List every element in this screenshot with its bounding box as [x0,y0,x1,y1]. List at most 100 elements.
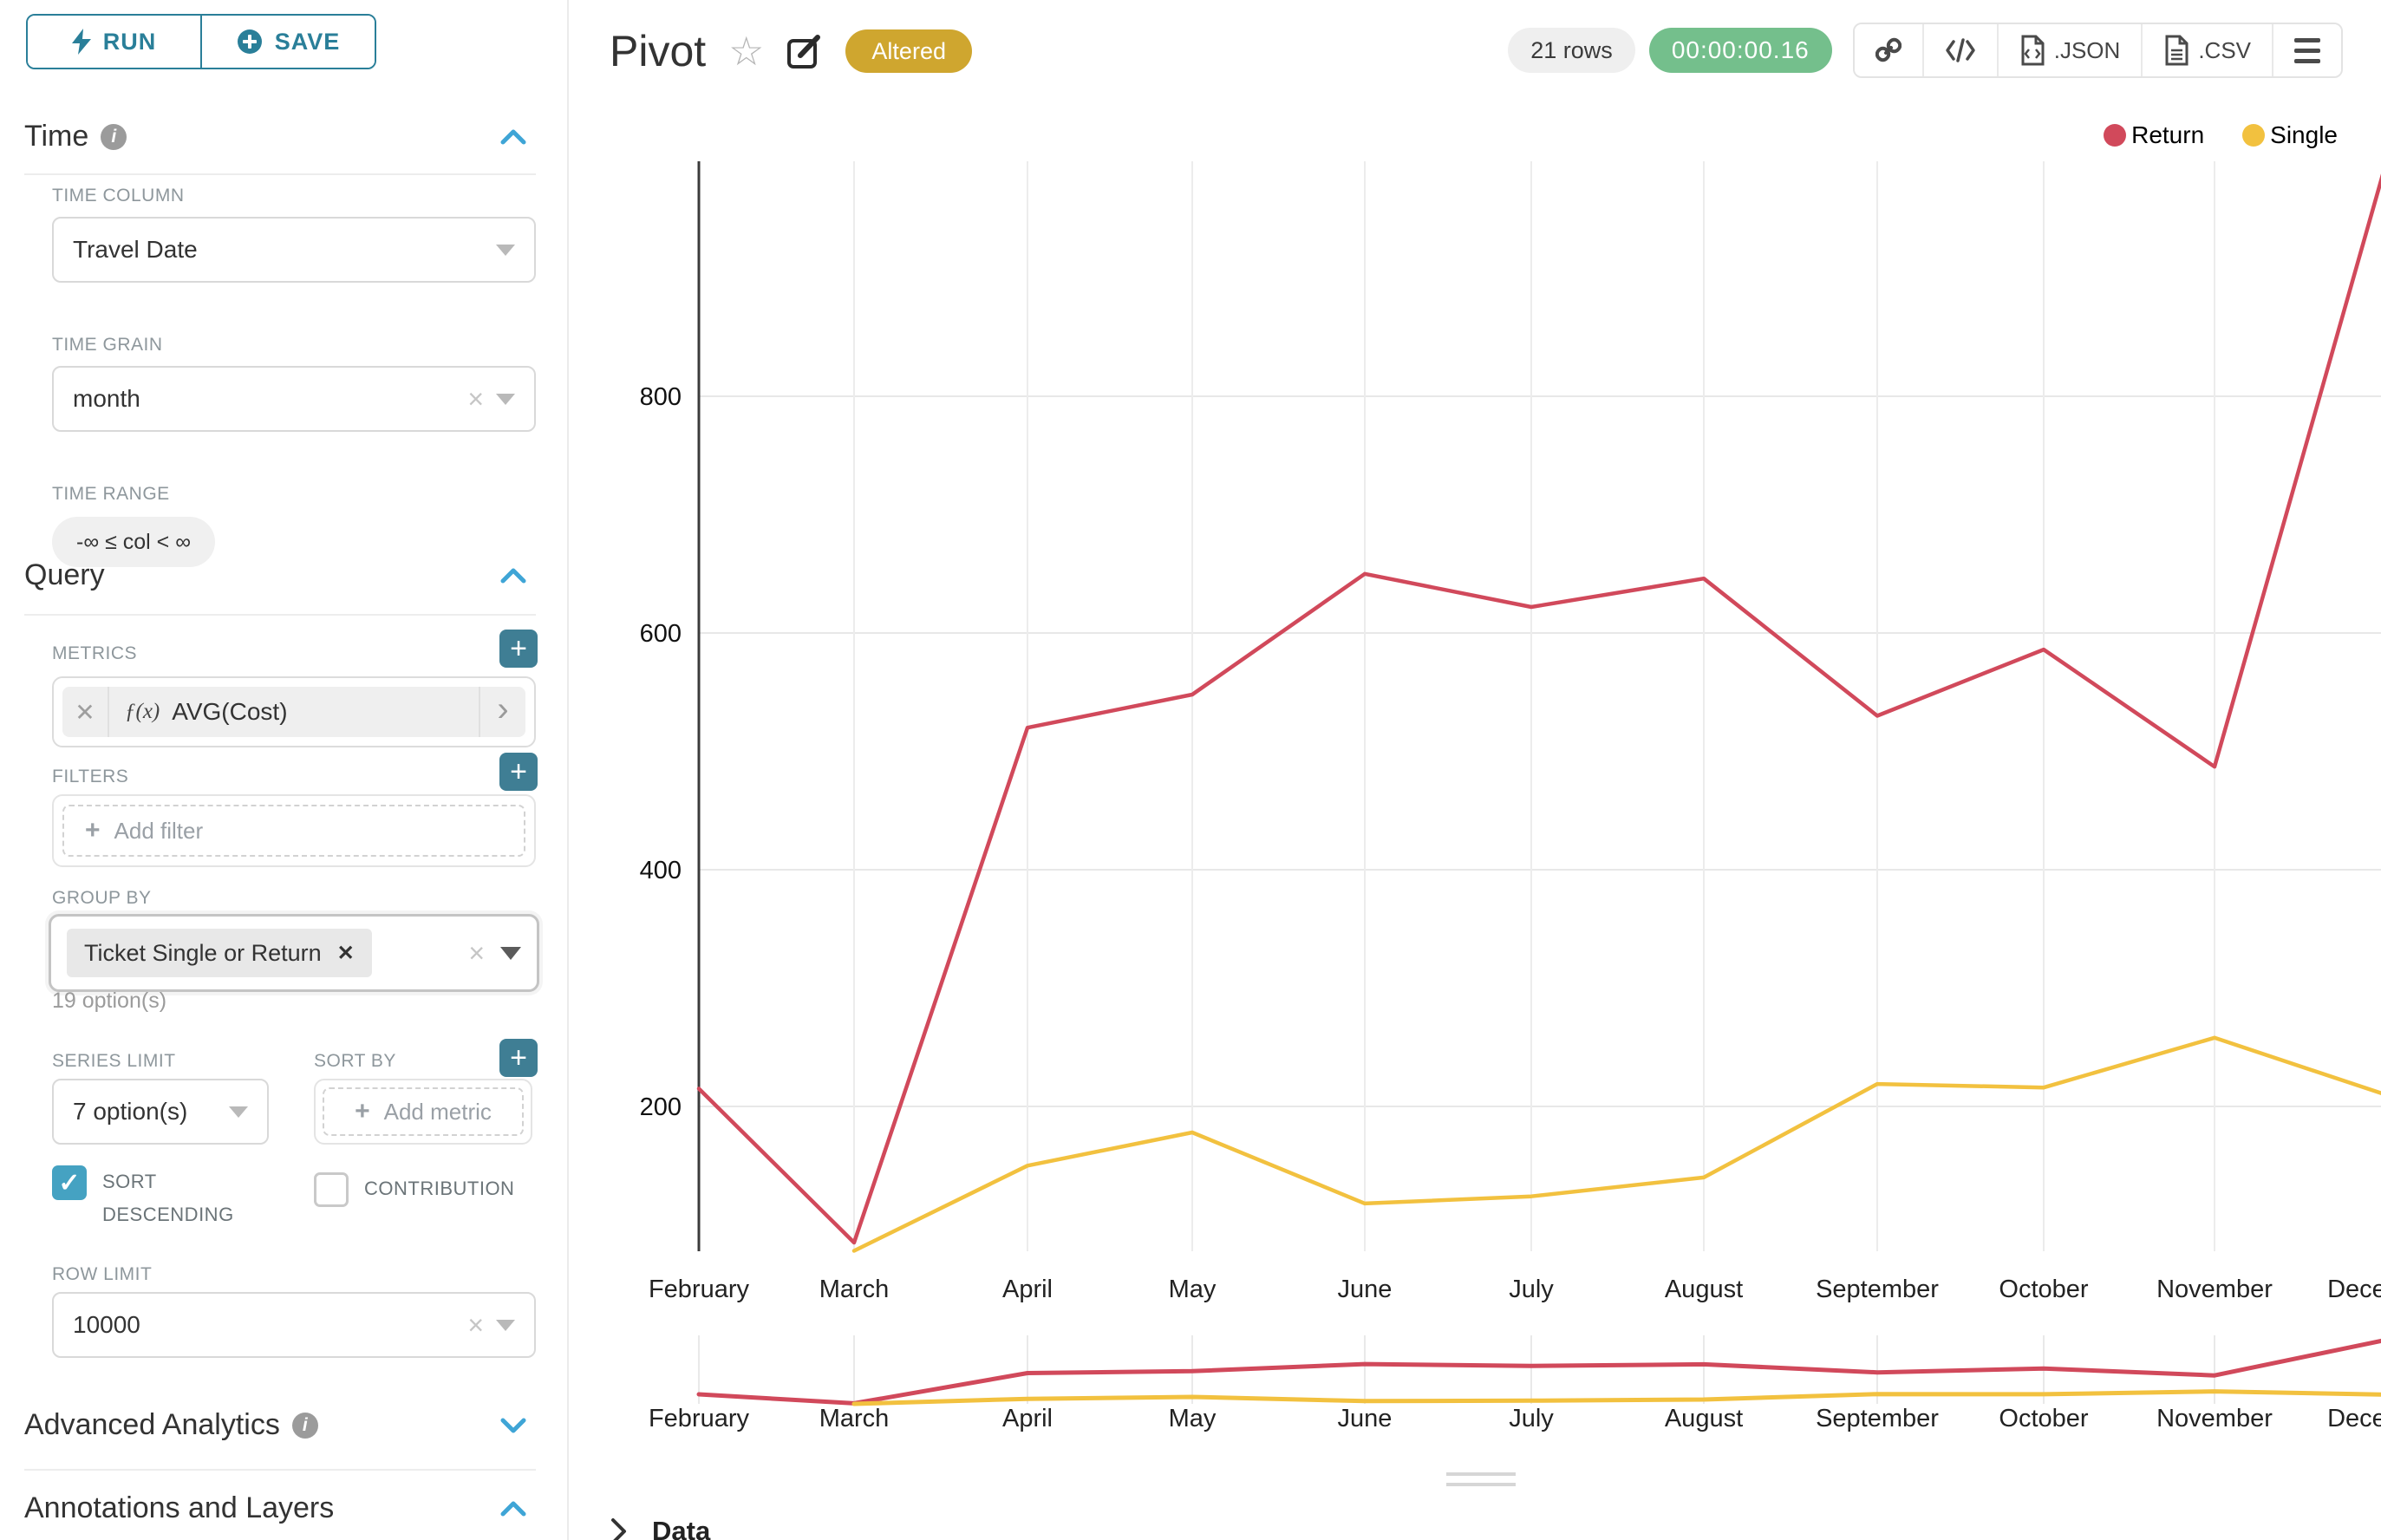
query-section-title: Query [24,558,105,591]
x-axis-tick-label: October [1999,1276,2088,1303]
export-json-button[interactable]: .JSON [1996,24,2142,76]
time-section-title: Time [24,120,89,153]
legend-dot-single [2242,124,2266,147]
minimap-tick-label: June [1338,1405,1393,1432]
time-grain-select[interactable]: month × [52,366,536,432]
contribution-control[interactable]: CONTRIBUTION [314,1172,514,1207]
y-axis-tick-label: 400 [640,857,682,884]
series-limit-select[interactable]: 7 option(s) [52,1079,269,1145]
expand-metric-icon[interactable]: › [479,687,525,737]
minimap-line-return[interactable] [696,1338,2381,1406]
caret-down-icon [496,1319,515,1331]
favorite-star-icon[interactable]: ☆ [728,29,765,74]
remove-token-icon[interactable]: ✕ [336,941,355,965]
annotations-header[interactable]: Annotations and Layers [24,1491,536,1525]
line-chart[interactable]: 200 400 600 800 February February March March Ap… [571,0,2381,1540]
clear-icon[interactable]: × [467,383,484,414]
export-csv-label: .CSV [2198,36,2251,63]
caret-down-icon [229,1106,248,1118]
series-limit-value: 7 option(s) [73,1098,188,1125]
query-section-header[interactable]: Query [24,558,536,592]
share-link-button[interactable] [1854,24,1922,76]
add-filter-placeholder: Add filter [114,817,204,844]
chevron-up-icon[interactable] [499,128,527,146]
view-query-button[interactable] [1921,24,1997,76]
export-csv-button[interactable]: .CSV [2141,24,2272,76]
time-column-select[interactable]: Travel Date [52,217,536,283]
clear-icon[interactable]: × [467,1309,484,1341]
sort-descending-label: SORT DESCENDING [102,1171,234,1225]
y-axis-tick-label: 800 [640,383,682,411]
control-panel: RUN SAVE Time i TIME COLUMN Travel Date [0,0,569,1540]
run-button[interactable]: RUN [28,16,200,68]
export-button-group: .JSON .CSV [1852,23,2343,78]
time-range-pill[interactable]: -∞ ≤ col < ∞ [52,517,216,567]
caret-down-icon [500,946,521,960]
clear-icon[interactable]: × [468,937,485,969]
row-limit-label: ROW LIMIT [52,1264,153,1284]
x-axis-tick-label: November [2156,1276,2273,1303]
data-panel-toggle[interactable]: Data [609,1516,710,1540]
minimap-line-single[interactable] [851,1389,2381,1406]
advanced-analytics-header[interactable]: Advanced Analytics i [24,1408,536,1442]
edit-icon[interactable] [786,33,823,69]
chevron-down-icon[interactable] [499,1417,527,1434]
data-panel-label: Data [652,1516,711,1540]
csv-file-icon [2165,35,2189,66]
time-section-header[interactable]: Time i [24,120,536,153]
plus-icon: + [85,816,101,845]
save-button-label: SAVE [274,28,341,55]
y-axis-tick-label: 600 [640,620,682,648]
x-axis-tick-label: December [2327,1276,2381,1303]
contribution-checkbox[interactable] [314,1172,349,1207]
add-filter-button[interactable]: + [499,753,538,791]
series-line-return[interactable] [696,166,2381,1245]
code-icon [1945,38,1975,62]
legend-item-single[interactable]: Single [2242,121,2338,149]
series-line-single[interactable] [851,1035,2381,1253]
lightning-icon [71,29,91,55]
sort-descending-checkbox[interactable]: ✓ [52,1165,87,1200]
time-column-value: Travel Date [73,236,198,263]
info-icon[interactable]: i [101,123,127,150]
caret-down-icon [496,244,515,256]
chevron-up-icon[interactable] [499,1500,527,1517]
run-save-button-group: RUN SAVE [26,14,376,69]
legend-item-return[interactable]: Return [2104,121,2204,149]
altered-badge[interactable]: Altered [845,29,972,73]
fx-icon: ƒ(x) [125,700,160,723]
chart-menu-button[interactable] [2272,24,2341,76]
add-metric-placeholder: Add metric [383,1098,492,1125]
group-by-helper: 19 option(s) [52,989,167,1013]
caret-down-icon [496,393,515,405]
group-by-label: GROUP BY [52,888,152,908]
chart-panel: Pivot ☆ Altered 21 rows 00:00:00.16 [571,0,2381,1540]
metrics-box: ✕ ƒ(x) AVG(Cost) › [52,676,536,747]
add-metric-button[interactable]: + [499,630,538,668]
sort-descending-control[interactable]: ✓ SORT DESCENDING [52,1165,251,1231]
group-by-select[interactable]: Ticket Single or Return ✕ × [49,914,539,992]
metric-pill[interactable]: ✕ ƒ(x) AVG(Cost) › [62,687,525,737]
filters-label: FILTERS [52,767,129,786]
add-sort-metric-dropzone[interactable]: + Add metric [323,1087,524,1136]
plus-icon: + [355,1097,370,1126]
x-axis-tick-label: August [1665,1276,1743,1303]
minimap-tick-label: October [1999,1405,2088,1432]
chart-legend: Return Single [2104,121,2338,149]
menu-icon [2294,37,2320,42]
chevron-up-icon[interactable] [499,567,527,584]
minimap-tick-label: August [1665,1405,1743,1432]
row-limit-select[interactable]: 10000 × [52,1292,536,1358]
time-grain-value: month [73,385,140,412]
info-icon[interactable]: i [291,1412,318,1439]
remove-metric-icon[interactable]: ✕ [62,687,109,737]
add-sort-metric-button[interactable]: + [499,1039,538,1077]
add-filter-dropzone[interactable]: + Add filter [62,805,525,857]
section-divider [24,1469,536,1471]
group-by-token[interactable]: Ticket Single or Return ✕ [67,929,372,977]
save-button[interactable]: SAVE [200,16,375,68]
contribution-label: CONTRIBUTION [364,1178,515,1199]
metrics-label: METRICS [52,643,137,663]
chart-title-row: Pivot ☆ Altered [610,26,972,76]
